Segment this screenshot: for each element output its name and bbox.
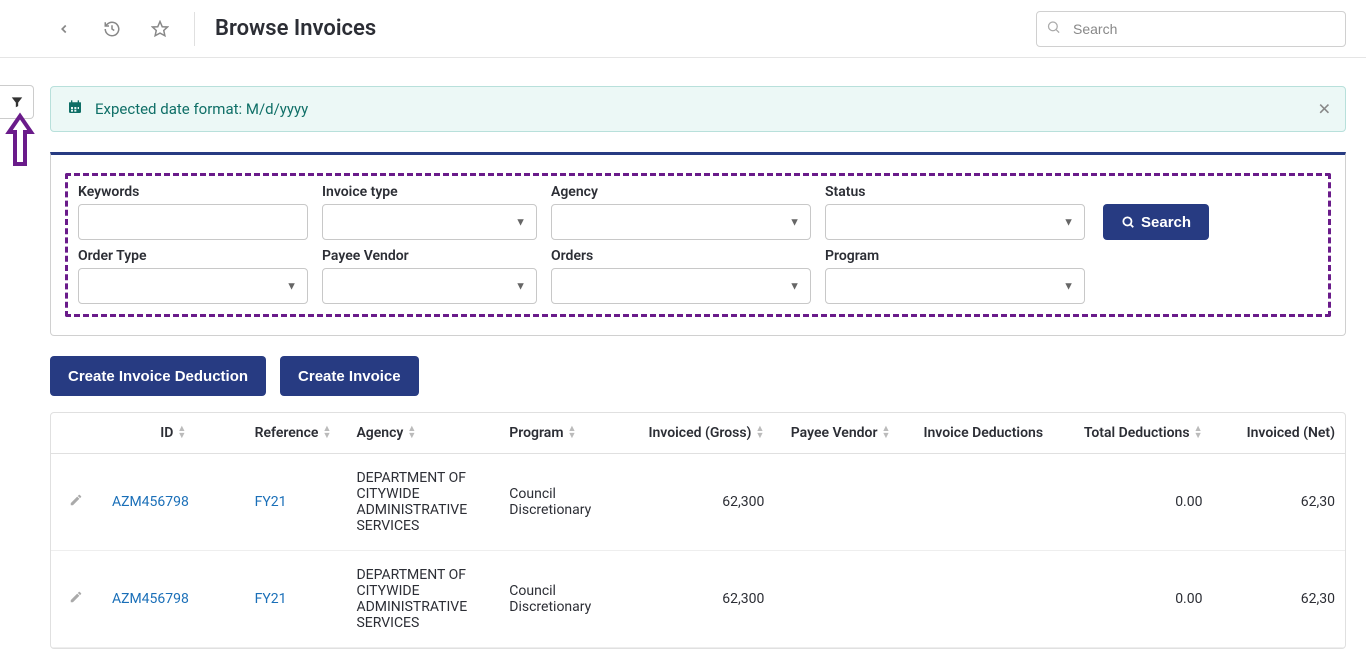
create-invoice-deduction-button[interactable]: Create Invoice Deduction (50, 356, 266, 396)
table-row: AZM456798 FY21 DEPARTMENT OF CITYWIDE AD… (51, 454, 1345, 551)
cell-reference: FY21 (245, 551, 347, 648)
order-type-select[interactable]: ▼ (78, 268, 308, 304)
col-reference[interactable]: Reference▲▼ (245, 413, 347, 454)
history-icon[interactable] (98, 15, 126, 43)
search-icon (1046, 19, 1061, 38)
col-program[interactable]: Program▲▼ (499, 413, 621, 454)
status-label: Status (825, 184, 1085, 200)
cell-total-deductions: 0.00 (1060, 454, 1213, 551)
keywords-input[interactable] (78, 204, 308, 240)
col-payee-vendor[interactable]: Payee Vendor▲▼ (774, 413, 906, 454)
cell-agency: DEPARTMENT OF CITYWIDE ADMINISTRATIVE SE… (346, 454, 499, 551)
cell-program: Council Discretionary (499, 551, 621, 648)
cell-payee-vendor (774, 551, 906, 648)
chevron-down-icon: ▼ (789, 280, 800, 293)
create-invoice-button[interactable]: Create Invoice (280, 356, 419, 396)
cell-id: AZM456798 (102, 454, 245, 551)
reference-link[interactable]: FY21 (255, 494, 287, 510)
cell-payee-vendor (774, 454, 906, 551)
header-nav (50, 15, 174, 43)
cell-invoiced-gross: 62,300 (622, 551, 775, 648)
back-icon[interactable] (50, 15, 78, 43)
create-invoice-deduction-label: Create Invoice Deduction (68, 368, 248, 385)
col-agency[interactable]: Agency▲▼ (346, 413, 499, 454)
edit-icon[interactable] (69, 592, 83, 608)
order-type-label: Order Type (78, 248, 308, 264)
annotation-arrow (5, 112, 35, 172)
invoice-id-link[interactable]: AZM456798 (112, 494, 189, 510)
reference-link[interactable]: FY21 (255, 591, 287, 607)
search-button-label: Search (1141, 214, 1191, 231)
chevron-down-icon: ▼ (1063, 280, 1074, 293)
payee-vendor-label: Payee Vendor (322, 248, 537, 264)
filter-panel: Keywords Invoice type ▼ Agency ▼ Status … (50, 152, 1346, 336)
keywords-label: Keywords (78, 184, 308, 200)
agency-label: Agency (551, 184, 811, 200)
edit-icon[interactable] (69, 495, 83, 511)
cell-program: Council Discretionary (499, 454, 621, 551)
close-icon[interactable]: ✕ (1318, 100, 1331, 119)
global-search-input[interactable] (1036, 11, 1346, 47)
action-row: Create Invoice Deduction Create Invoice (50, 356, 1346, 396)
header-bar: Browse Invoices (0, 0, 1366, 58)
star-icon[interactable] (146, 15, 174, 43)
main-content: Expected date format: M/d/yyyy ✕ Keyword… (0, 86, 1366, 649)
chevron-down-icon: ▼ (286, 280, 297, 293)
invoice-type-select[interactable]: ▼ (322, 204, 537, 240)
invoice-table: ID▲▼ Reference▲▼ Agency▲▼ Program▲▼ Invo… (51, 413, 1345, 648)
col-total-deductions[interactable]: Total Deductions▲▼ (1060, 413, 1213, 454)
page-title: Browse Invoices (215, 16, 376, 41)
create-invoice-label: Create Invoice (298, 368, 401, 385)
invoice-table-wrap: ID▲▼ Reference▲▼ Agency▲▼ Program▲▼ Invo… (50, 412, 1346, 649)
chevron-down-icon: ▼ (515, 216, 526, 229)
global-search (1036, 11, 1346, 47)
calendar-icon (67, 99, 83, 119)
cell-invoiced-gross: 62,300 (622, 454, 775, 551)
orders-label: Orders (551, 248, 811, 264)
chevron-down-icon: ▼ (515, 280, 526, 293)
agency-select[interactable]: ▼ (551, 204, 811, 240)
table-row: AZM456798 FY21 DEPARTMENT OF CITYWIDE AD… (51, 551, 1345, 648)
filter-highlight-box: Keywords Invoice type ▼ Agency ▼ Status … (65, 173, 1331, 317)
cell-reference: FY21 (245, 454, 347, 551)
cell-id: AZM456798 (102, 551, 245, 648)
cell-invoice-deductions (907, 551, 1060, 648)
col-id[interactable]: ID▲▼ (102, 413, 245, 454)
cell-invoiced-net: 62,30 (1212, 551, 1345, 648)
banner-text: Expected date format: M/d/yyyy (95, 100, 308, 118)
cell-total-deductions: 0.00 (1060, 551, 1213, 648)
orders-select[interactable]: ▼ (551, 268, 811, 304)
program-label: Program (825, 248, 1085, 264)
payee-vendor-select[interactable]: ▼ (322, 268, 537, 304)
program-select[interactable]: ▼ (825, 268, 1085, 304)
search-button[interactable]: Search (1103, 204, 1209, 240)
col-invoiced-gross[interactable]: Invoiced (Gross)▲▼ (622, 413, 775, 454)
divider (194, 12, 195, 46)
invoice-type-label: Invoice type (322, 184, 537, 200)
chevron-down-icon: ▼ (789, 216, 800, 229)
cell-agency: DEPARTMENT OF CITYWIDE ADMINISTRATIVE SE… (346, 551, 499, 648)
chevron-down-icon: ▼ (1063, 216, 1074, 229)
invoice-id-link[interactable]: AZM456798 (112, 591, 189, 607)
cell-invoice-deductions (907, 454, 1060, 551)
col-invoice-deductions: Invoice Deductions (907, 413, 1060, 454)
col-invoiced-net: Invoiced (Net) (1212, 413, 1345, 454)
date-format-banner: Expected date format: M/d/yyyy ✕ (50, 86, 1346, 132)
status-select[interactable]: ▼ (825, 204, 1085, 240)
cell-invoiced-net: 62,30 (1212, 454, 1345, 551)
